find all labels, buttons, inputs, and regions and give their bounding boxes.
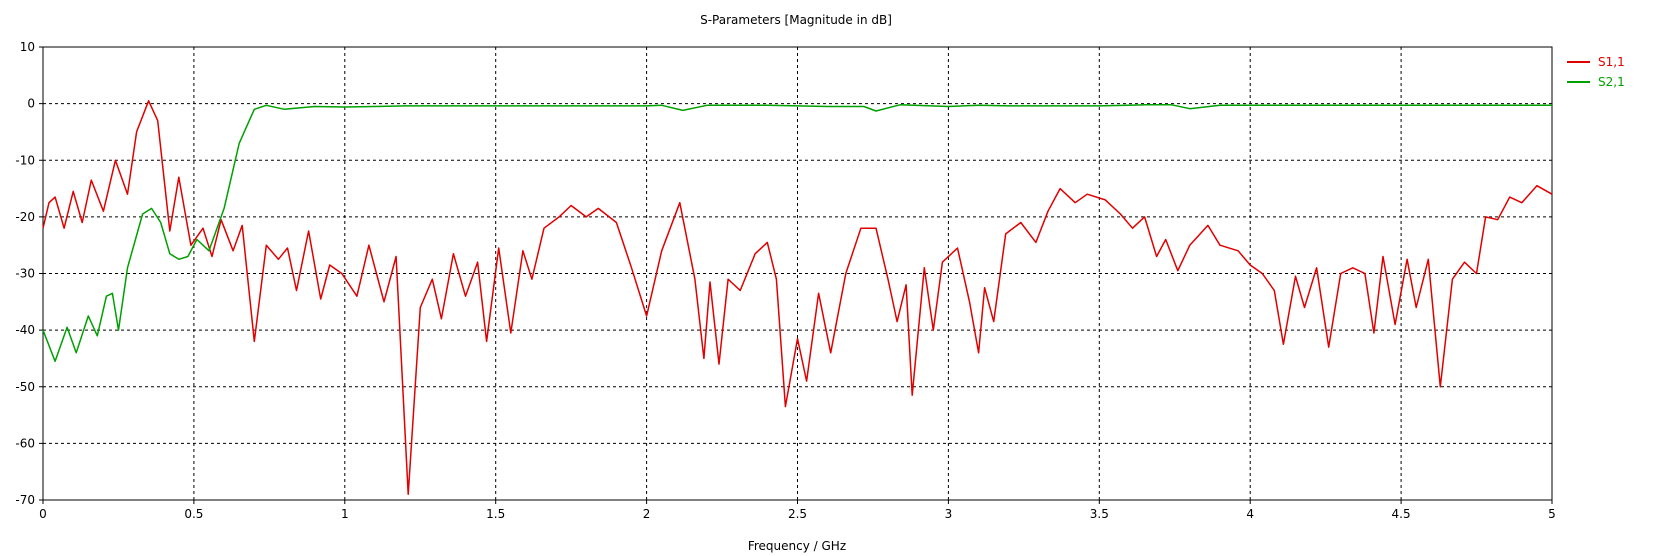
grid-layer	[43, 47, 1552, 500]
x-axis-label: Frequency / GHz	[748, 539, 846, 553]
x-tick-label: 4.5	[1392, 507, 1411, 521]
x-tick-label: 0.5	[184, 507, 203, 521]
y-tick-label: -30	[15, 267, 35, 281]
series-layer	[42, 100, 1553, 496]
y-tick-label: -40	[15, 323, 35, 337]
y-tick-label: -10	[15, 153, 35, 167]
y-tick-label: 10	[20, 40, 35, 54]
legend-label: S2,1	[1598, 75, 1625, 89]
x-tick-label: 3	[945, 507, 953, 521]
series-line-S2-1	[42, 104, 1552, 363]
series-line-S1-1	[42, 100, 1553, 496]
y-tick-label: -70	[15, 493, 35, 507]
x-tick-label: 1	[341, 507, 349, 521]
y-tick-label: -50	[15, 380, 35, 394]
x-tick-label: 0	[39, 507, 47, 521]
x-tick-label: 5	[1548, 507, 1556, 521]
y-tick-label: 0	[27, 97, 35, 111]
y-tick-label: -20	[15, 210, 35, 224]
legend-label: S1,1	[1598, 55, 1625, 69]
x-tick-label: 2	[643, 507, 651, 521]
x-tick-label: 4	[1246, 507, 1254, 521]
x-tick-label: 3.5	[1090, 507, 1109, 521]
chart-title: S-Parameters [Magnitude in dB]	[700, 13, 892, 27]
x-tick-label: 2.5	[788, 507, 807, 521]
y-tick-label: -60	[15, 436, 35, 450]
x-tick-label: 1.5	[486, 507, 505, 521]
tick-label-layer: 0 0.5 1 1.5 2 2.5 3 3.5 4 4.5 5 10 0 -10 -20 -30 -40 -50 -…	[15, 40, 1555, 521]
legend: S1,1 S2,1	[1567, 55, 1625, 89]
